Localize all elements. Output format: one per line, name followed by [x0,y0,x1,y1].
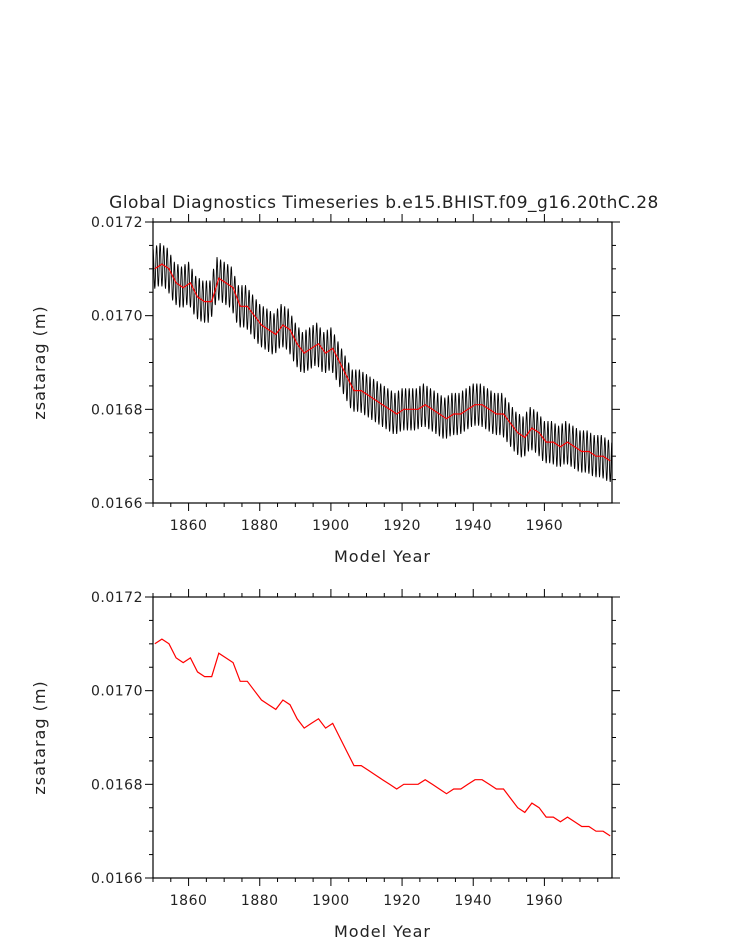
series-group [154,638,611,837]
x-tick-label: 1880 [241,518,279,534]
series-group [153,243,612,482]
series-line-annual-mean [154,638,611,837]
x-tick-label: 1900 [312,893,350,909]
x-tick-label: 1900 [312,518,350,534]
y-tick-label: 0.0166 [91,496,143,512]
x-tick-label: 1940 [454,893,492,909]
top-panel: 1860 1880 1900 1920 1940 1960 0.0166 0.0168 0.01… [30,214,620,566]
series-line-monthly [153,243,612,482]
y-tick-label: 0.0172 [91,215,143,231]
y-tick-label: 0.0170 [91,309,143,325]
x-tick-label: 1940 [454,518,492,534]
y-axis-label: zsatarag (m) [30,305,49,419]
plot-frame [152,596,613,879]
x-tick-label: 1960 [526,518,564,534]
x-tick-label: 1960 [526,893,564,909]
y-tick-label: 0.0168 [91,777,143,793]
series-line-annual-mean [154,263,611,462]
y-tick-label: 0.0172 [91,590,143,606]
bottom-panel: 1860 1880 1900 1920 1940 1960 0.0166 0.0168 0.01… [30,589,620,941]
y-tick-label: 0.0166 [91,871,143,887]
y-axis-label: zsatarag (m) [30,680,49,794]
figure-title: Global Diagnostics Timeseries b.e15.BHIS… [109,193,659,213]
x-axis-label: Model Year [334,922,431,941]
plot-frame [152,221,613,504]
x-tick-label: 1860 [170,518,208,534]
y-tick-label: 0.0170 [91,684,143,700]
y-tick-label: 0.0168 [91,402,143,418]
x-tick-label: 1880 [241,893,279,909]
x-tick-label: 1920 [383,518,421,534]
x-tick-label: 1860 [170,893,208,909]
x-axis-label: Model Year [334,547,431,566]
x-tick-label: 1920 [383,893,421,909]
